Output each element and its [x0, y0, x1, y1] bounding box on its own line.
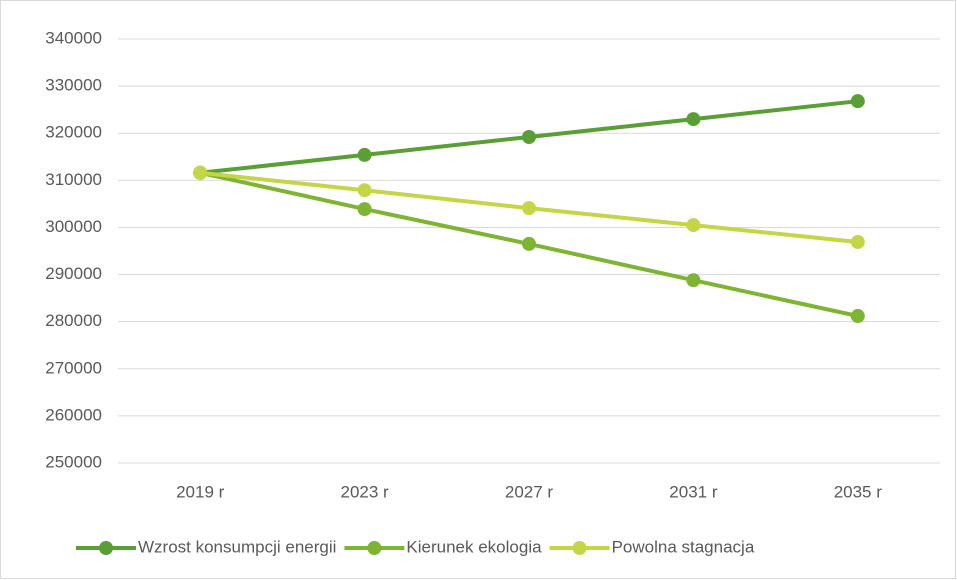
point: [193, 165, 208, 180]
point: [850, 235, 865, 250]
point: [686, 218, 701, 233]
legend-label: Wzrost konsumpcji energii: [138, 537, 336, 556]
point: [522, 236, 536, 251]
legend-marker: [367, 541, 382, 555]
y-tick-label: 330000: [45, 76, 102, 95]
x-tick-label: 2031 r: [669, 482, 718, 501]
legend-label: Powolna stagnacja: [612, 537, 755, 556]
legend-marker: [572, 541, 587, 555]
point: [357, 147, 372, 162]
point: [850, 309, 865, 324]
point: [522, 201, 536, 216]
y-tick-label: 300000: [45, 217, 102, 236]
y-tick-label: 270000: [45, 358, 102, 377]
y-tick-label: 320000: [45, 123, 102, 142]
x-tick-label: 2027 r: [505, 482, 554, 501]
point: [686, 273, 701, 288]
y-tick-label: 250000: [45, 452, 102, 471]
y-tick-label: 310000: [45, 170, 102, 189]
legend-label: Kierunek ekologia: [406, 537, 542, 556]
x-tick-label: 2023 r: [340, 482, 389, 501]
point: [357, 183, 372, 198]
y-tick-label: 260000: [45, 405, 102, 424]
x-tick-label: 2035 r: [834, 482, 883, 501]
point: [357, 202, 372, 217]
point: [522, 129, 536, 144]
point: [686, 112, 701, 127]
y-tick-label: 290000: [45, 264, 102, 283]
legend-marker: [99, 541, 113, 555]
x-tick-label: 2019 r: [176, 482, 225, 501]
y-tick-label: 340000: [45, 28, 102, 47]
point: [850, 94, 865, 109]
y-tick-label: 280000: [45, 311, 102, 330]
